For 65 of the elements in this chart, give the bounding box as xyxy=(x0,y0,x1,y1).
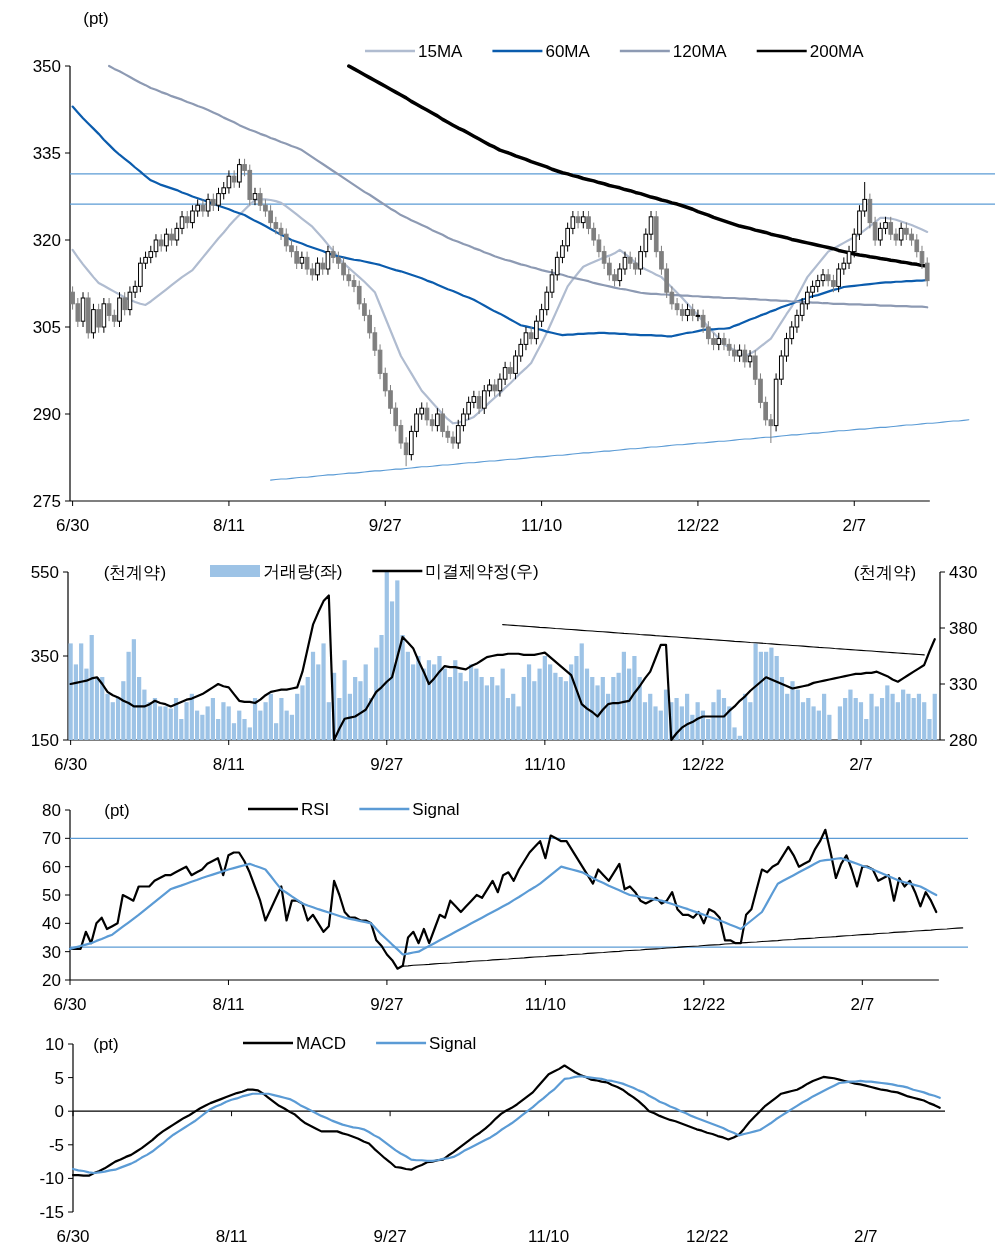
x-tick: 9/27 xyxy=(370,755,404,774)
y-tick: 290 xyxy=(32,405,61,424)
legend-label: 거래량(좌) xyxy=(263,562,343,581)
x-tick: 8/11 xyxy=(212,755,245,774)
x-tick: 9/27 xyxy=(370,995,404,1014)
y-tick: 335 xyxy=(32,144,61,163)
x-tick: 11/10 xyxy=(524,755,566,774)
ylabel: (pt) xyxy=(83,9,109,28)
legend-label: Signal xyxy=(429,1034,477,1053)
y2-tick: 380 xyxy=(949,619,978,638)
y-tick: -5 xyxy=(48,1135,64,1155)
x-tick: 2/7 xyxy=(850,995,875,1014)
x-tick: 2/7 xyxy=(849,755,873,774)
y-tick: 275 xyxy=(32,492,61,511)
legend-label: MACD xyxy=(296,1034,347,1053)
y2-tick: 280 xyxy=(949,731,978,750)
ylabel: (pt) xyxy=(93,1035,119,1054)
y-tick: 30 xyxy=(42,942,61,962)
y-tick: 550 xyxy=(30,563,59,582)
x-tick: 9/27 xyxy=(373,1227,407,1245)
y-tick: 70 xyxy=(42,829,61,849)
ylabel: (천계약) xyxy=(103,563,167,582)
y-tick: -10 xyxy=(39,1169,64,1189)
y-tick: 40 xyxy=(42,914,61,934)
x-tick: 8/11 xyxy=(213,516,245,535)
y-tick: 50 xyxy=(42,886,61,905)
x-tick: 12/22 xyxy=(682,995,726,1014)
legend-label: 120MA xyxy=(672,42,727,61)
y-tick: 5 xyxy=(54,1068,64,1088)
legend-label: 200MA xyxy=(809,42,864,61)
legend-label: 15MA xyxy=(418,42,463,61)
y-tick: 305 xyxy=(32,318,61,337)
ylabel: (pt) xyxy=(104,801,130,820)
y-tick: 60 xyxy=(42,857,61,877)
y-tick: 0 xyxy=(54,1102,64,1122)
y2-tick: 330 xyxy=(949,675,978,694)
x-tick: 6/30 xyxy=(56,1227,90,1245)
legend-label: 미결제약정(우) xyxy=(425,562,539,581)
x-tick: 6/30 xyxy=(56,516,90,535)
x-tick: 12/22 xyxy=(681,755,725,774)
x-tick: 6/30 xyxy=(54,755,88,774)
legend-label: Signal xyxy=(412,800,460,819)
y-tick: 350 xyxy=(30,647,59,666)
x-tick: 11/10 xyxy=(524,995,566,1014)
legend-label: 60MA xyxy=(545,42,590,61)
x-tick: 12/22 xyxy=(685,1227,729,1245)
x-tick: 2/7 xyxy=(842,516,867,535)
legend-label: RSI xyxy=(301,800,330,819)
x-tick: 2/7 xyxy=(853,1227,878,1245)
x-tick: 12/22 xyxy=(676,516,720,535)
y2-tick: 430 xyxy=(949,563,978,582)
y-tick: 350 xyxy=(32,57,61,76)
y-tick: 150 xyxy=(30,731,59,750)
x-tick: 6/30 xyxy=(53,995,87,1014)
x-tick: 11/10 xyxy=(520,516,563,535)
x-tick: 8/11 xyxy=(215,1227,248,1245)
y2label: (천계약) xyxy=(853,563,917,582)
y-tick: 320 xyxy=(32,231,61,250)
x-tick: 11/10 xyxy=(528,1227,570,1245)
x-tick: 8/11 xyxy=(212,995,245,1014)
y-tick: -15 xyxy=(39,1203,64,1222)
y-tick: 10 xyxy=(45,1035,64,1054)
y-tick: 80 xyxy=(42,801,61,820)
x-tick: 9/27 xyxy=(368,516,402,535)
y-tick: 20 xyxy=(42,971,61,990)
